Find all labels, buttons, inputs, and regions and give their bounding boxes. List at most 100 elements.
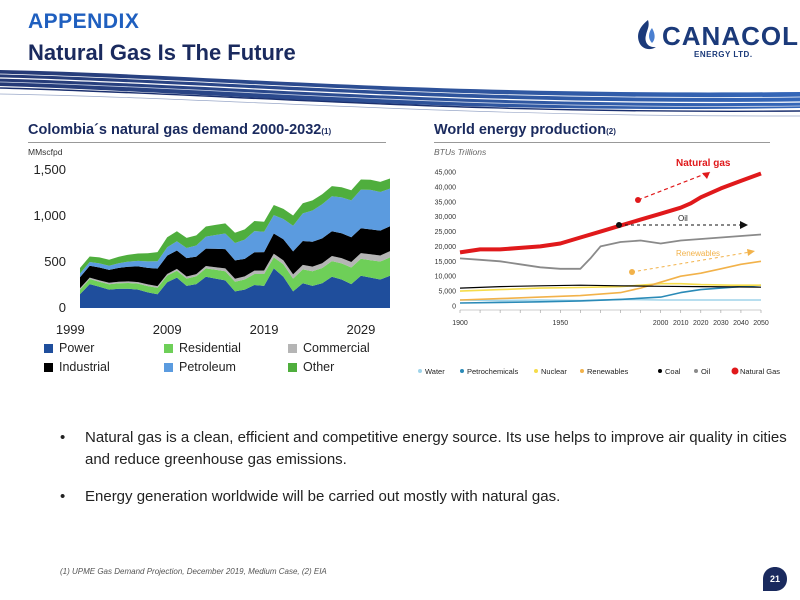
legend-swatch — [164, 363, 173, 372]
x-tick-label: 1950 — [553, 320, 569, 327]
annotation-renewables: Renewables — [676, 249, 720, 258]
x-tick-label: 2040 — [733, 320, 749, 327]
y-tick-label: 15,000 — [435, 259, 457, 266]
x-tick-label: 2050 — [753, 320, 769, 327]
legend-label: Power — [59, 341, 95, 355]
annotation-arrowhead-icon — [740, 221, 748, 229]
x-tick-label: 2000 — [653, 320, 669, 327]
right-chart-unit: BTUs Trillions — [434, 147, 487, 157]
x-tick-label: 2019 — [250, 322, 279, 337]
legend-label: Residential — [179, 341, 241, 355]
company-logo: CANACOL ENERGY LTD. — [632, 14, 798, 64]
gas-demand-legend: Power Residential Commercial Industrial Petr… — [0, 340, 400, 380]
right-chart-title-text: World energy production — [434, 122, 607, 138]
bullet-item: • Natural gas is a clean, efficient and … — [60, 427, 790, 471]
x-tick-label: 1900 — [452, 320, 468, 327]
area-series-power — [80, 268, 390, 308]
line-series-petrochemicals — [459, 284, 762, 304]
legend-item-nuclear: Nuclear — [534, 367, 567, 376]
x-tick-label: 2010 — [673, 320, 689, 327]
area-series-industrial — [80, 226, 390, 289]
legend-item-petrochemicals: Petrochemicals — [460, 367, 519, 376]
area-series-residential — [80, 257, 390, 295]
page-number-badge: 21 — [762, 566, 788, 592]
gas-demand-area-chart: 0 500 1,000 1,500 1999 2009 2019 2029 — [33, 162, 390, 337]
left-chart-title-text: Colombia´s natural gas demand 2000-2032 — [28, 122, 322, 138]
line-series-renewables — [459, 260, 762, 301]
legend-marker — [460, 369, 464, 373]
y-tick-label: 20,000 — [435, 244, 457, 251]
x-tick-label: 2020 — [693, 320, 709, 327]
page-badge-shape-icon — [763, 567, 787, 591]
header-swoosh-decoration — [0, 70, 800, 117]
area-series-other — [80, 178, 390, 274]
annotation-natural-gas: Natural gas — [676, 158, 731, 169]
right-chart-title-note: (2) — [606, 127, 616, 136]
right-chart-title: World energy production(2) — [434, 122, 616, 138]
legend-marker — [580, 369, 584, 373]
legend-marker — [418, 369, 422, 373]
annotation-renewables-dot — [629, 269, 635, 275]
bullet-item: • Energy generation worldwide will be ca… — [60, 486, 790, 508]
annotation-arrowhead-icon — [747, 249, 755, 256]
legend-label: Water — [425, 367, 445, 376]
logo-name: CANACOL — [662, 21, 799, 51]
legend-marker — [534, 369, 538, 373]
legend-label: Coal — [665, 367, 681, 376]
bullet-text: Energy generation worldwide will be carr… — [85, 488, 561, 505]
x-tick-label: 2029 — [346, 322, 375, 337]
right-chart-divider — [434, 142, 770, 143]
annotation-natural-gas-dot — [635, 197, 641, 203]
y-tick-label: 25,000 — [435, 229, 457, 236]
legend-swatch — [44, 363, 53, 372]
x-tick-label: 2030 — [713, 320, 729, 327]
y-tick-label: 40,000 — [435, 184, 457, 191]
legend-label: Petrochemicals — [467, 367, 519, 376]
line-series-nuclear — [459, 282, 761, 292]
legend-label: Other — [303, 360, 335, 374]
y-tick-label: 10,000 — [435, 274, 457, 281]
y-tick-label: 500 — [44, 254, 66, 269]
y-tick-label: 5,000 — [438, 289, 456, 296]
line-series-coal — [459, 284, 762, 289]
left-chart-title-note: (1) — [321, 127, 332, 136]
legend-marker — [658, 369, 662, 373]
annotation-arrowhead-icon — [702, 172, 710, 179]
legend-item-natural-gas: Natural Gas — [731, 367, 780, 376]
left-chart-divider — [28, 142, 386, 143]
annotation-natural-gas-arrow — [637, 171, 711, 201]
legend-swatch — [164, 344, 173, 353]
annotation-renewables-arrow — [631, 251, 751, 273]
y-tick-label: 0 — [452, 304, 456, 311]
legend-item-residential: Residential — [164, 341, 241, 355]
line-series-natural-gas — [459, 171, 762, 255]
legend-item-industrial: Industrial — [44, 360, 110, 374]
legend-swatch — [288, 363, 297, 372]
y-tick-label: 0 — [59, 300, 66, 315]
legend-item-power: Power — [44, 341, 94, 355]
legend-item-water: Water — [418, 367, 445, 376]
legend-label: Industrial — [59, 360, 110, 374]
flame-logo-icon — [638, 20, 656, 50]
x-tick-label: 1999 — [56, 322, 85, 337]
legend-item-petroleum: Petroleum — [164, 360, 236, 374]
legend-marker — [731, 367, 739, 375]
y-tick-label: 1,000 — [33, 208, 66, 223]
legend-label: Oil — [701, 367, 711, 376]
legend-item-renewables: Renewables — [580, 367, 629, 376]
section-label: APPENDIX — [28, 10, 140, 33]
bullet-dot-icon: • — [60, 488, 66, 505]
bullet-dot-icon: • — [60, 429, 66, 446]
logo-subtitle: ENERGY LTD. — [694, 50, 753, 59]
left-chart-unit: MMscfpd — [28, 147, 63, 157]
legend-swatch — [288, 344, 297, 353]
annotation-oil: Oil — [678, 214, 688, 223]
area-series-petroleum — [80, 188, 390, 278]
line-series-oil — [459, 233, 762, 270]
y-tick-label: 1,500 — [33, 162, 66, 177]
legend-item-commercial: Commercial — [288, 341, 370, 355]
y-tick-label: 30,000 — [435, 214, 457, 221]
left-chart-title: Colombia´s natural gas demand 2000-2032(… — [28, 122, 331, 138]
legend-label: Commercial — [303, 341, 370, 355]
legend-marker — [694, 369, 698, 373]
